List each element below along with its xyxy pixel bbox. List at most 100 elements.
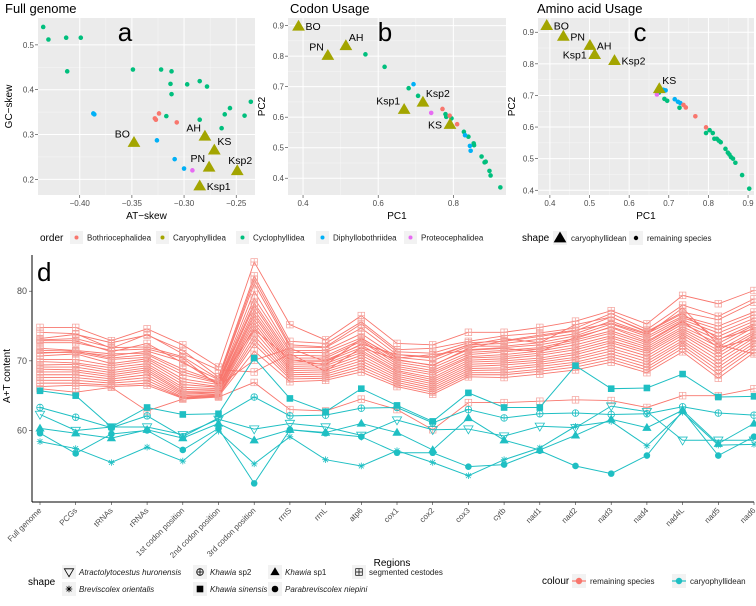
square-plus-cross	[358, 335, 365, 342]
square-plus-cross	[393, 383, 401, 390]
circle-plus-cross	[536, 410, 544, 418]
data-point	[197, 117, 203, 123]
asterisk-marker	[679, 409, 686, 416]
y-tick-label: 0.5	[23, 41, 35, 50]
data-point	[707, 127, 712, 133]
data-point-triangle	[202, 160, 216, 172]
panel-letter: b	[378, 17, 392, 47]
data-point	[488, 173, 493, 178]
asterisk-marker	[607, 418, 615, 425]
square-plus-cross	[429, 390, 436, 398]
point-label: PN	[309, 42, 324, 54]
data-point	[168, 81, 173, 87]
y-tick-label: 70	[17, 356, 27, 366]
data-point-triangle	[540, 19, 554, 30]
data-point	[718, 139, 724, 145]
y-tick-label: 0.9	[523, 28, 535, 37]
legend-label: caryophyllidean	[571, 234, 627, 243]
asterisk-marker	[643, 442, 651, 450]
order-legend: order Bothriocephalidea Caryophyllidea Cyc…	[40, 231, 484, 244]
point-label: AH	[597, 40, 612, 52]
data-point	[153, 117, 159, 123]
square-plus-cross	[679, 292, 686, 299]
y-tick-label: 0.4	[23, 86, 35, 95]
square-plus-cross	[607, 358, 615, 366]
species-italic: Khawia	[210, 568, 237, 577]
data-point	[154, 138, 160, 143]
square-plus-cross	[500, 374, 508, 381]
data-point	[467, 143, 473, 149]
square-plus-cross	[572, 321, 579, 328]
panel-c: 0.4 0.5 0.6 0.7 0.8 0.9 0.4 0.5 0.6 0.7 0.8 0.9 PC1 P…	[507, 17, 754, 222]
square-plus-cross	[536, 348, 544, 356]
data-point	[454, 121, 460, 127]
square-plus-cross	[750, 299, 756, 306]
square-plus-cross	[679, 310, 686, 317]
data-point	[164, 113, 169, 119]
x-tick-label: cytb	[491, 506, 508, 523]
square-marker	[536, 404, 544, 411]
data-point	[174, 120, 180, 125]
square-plus-cross	[72, 330, 79, 337]
legend-label: Bothriocephalidea	[87, 234, 152, 243]
triangle-down-marker	[463, 425, 474, 435]
x-tick-label: 0.8	[448, 199, 460, 208]
circle-marker	[715, 452, 722, 459]
point-label: Ksp1	[376, 96, 400, 108]
point-label: Ksp1	[563, 50, 587, 62]
legend-label: Khawia sp2	[210, 568, 252, 577]
asterisk-marker	[143, 443, 151, 451]
legend-label: Caryophyllidea	[173, 234, 226, 243]
square-plus-cross	[215, 381, 222, 388]
circle-plus-cross	[393, 404, 401, 411]
shape-legend-title: shape	[522, 233, 550, 244]
legend-label: Proteocephalidea	[421, 234, 484, 243]
y-tick-label: 0.6	[523, 123, 535, 132]
x-tick-label: Full genome	[6, 506, 44, 544]
square-plus-cross	[72, 348, 79, 356]
square-plus-cross	[715, 335, 722, 343]
species-italic: Breviscolex orientalis	[79, 585, 154, 594]
colour-legend: colour remaining species caryophyllidean	[542, 574, 746, 588]
data-point	[64, 69, 70, 74]
square-plus-cross	[750, 350, 756, 358]
y-tick-label: 0.5	[273, 144, 285, 153]
data-point	[703, 125, 709, 130]
point-label: BO	[115, 129, 130, 141]
circle-marker	[429, 449, 437, 457]
x-tick-label: rrnL	[313, 506, 330, 523]
circle-marker	[465, 463, 472, 470]
y-tick-label: 0.5	[523, 155, 535, 164]
square-plus-cross	[572, 333, 579, 341]
data-point-triangle	[321, 49, 335, 60]
data-point	[411, 81, 416, 87]
legend-label: Parabreviscolex niepini	[285, 585, 367, 594]
asterisk-marker	[179, 457, 187, 465]
circle-plus-cross	[322, 411, 329, 419]
data-point	[483, 159, 489, 165]
triangle-down-marker	[284, 419, 296, 430]
legend-dot	[675, 577, 683, 585]
square-plus-cross	[250, 340, 258, 348]
square-plus-cross	[750, 335, 756, 342]
x-tick-label: nad4	[631, 506, 650, 525]
data-point	[479, 154, 484, 159]
point-label: Ksp2	[228, 155, 252, 167]
triangle-marker	[35, 423, 45, 432]
triangle-down-marker	[498, 432, 510, 442]
asterisk-marker	[393, 447, 401, 454]
series-line	[39, 405, 754, 441]
y-axis-label: GC−skew	[4, 84, 15, 128]
legend-label: Cyclophyllidea	[253, 234, 305, 243]
x-tick-label: 0.6	[624, 199, 636, 208]
legend-label: Atractolytocestus huronensis	[78, 568, 181, 577]
square-plus-cross	[286, 378, 294, 386]
data-point	[498, 185, 503, 190]
panel-a: −0.40 −0.35 −0.30 −0.25 0.2 0.3 0.4 0.5 AT−skew G…	[4, 17, 255, 222]
square-marker	[715, 393, 722, 401]
triangle-marker	[249, 435, 259, 444]
data-point-triangle	[416, 95, 430, 107]
triangle-down-marker	[213, 415, 224, 425]
square-marker	[679, 370, 686, 378]
data-point	[227, 105, 233, 111]
